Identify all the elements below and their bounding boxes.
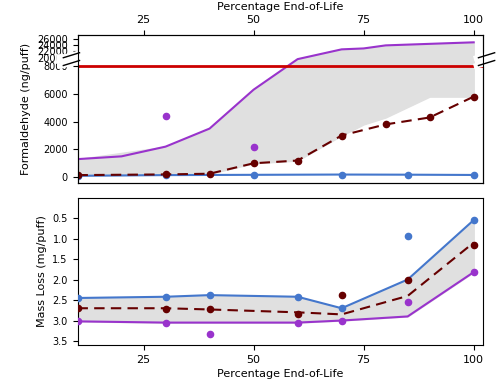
Point [162, 171, 170, 177]
Point [382, 121, 390, 128]
Point [470, 217, 478, 223]
X-axis label: Percentage End-of-Life: Percentage End-of-Life [217, 2, 343, 12]
Point [74, 172, 82, 178]
Point [206, 170, 214, 177]
Point [338, 172, 345, 178]
Point [162, 294, 170, 300]
Y-axis label: Formaldehyde (ng/puff): Formaldehyde (ng/puff) [22, 43, 32, 175]
Point [470, 172, 478, 178]
Point [338, 317, 345, 324]
Point [162, 113, 170, 119]
Point [74, 305, 82, 311]
Point [338, 292, 345, 298]
Point [206, 307, 214, 313]
Point [74, 173, 82, 179]
Point [470, 269, 478, 275]
Point [470, 241, 478, 248]
Point [404, 277, 411, 283]
Point [206, 331, 214, 337]
Point [404, 299, 411, 305]
Point [206, 292, 214, 298]
X-axis label: Percentage End-of-Life: Percentage End-of-Life [217, 369, 343, 379]
Point [294, 319, 302, 326]
Point [162, 319, 170, 326]
Point [74, 318, 82, 324]
Point [404, 172, 411, 178]
Point [404, 233, 411, 239]
Point [250, 172, 258, 178]
Point [162, 307, 170, 313]
Y-axis label: Mass Loss (mg/puff): Mass Loss (mg/puff) [36, 215, 46, 327]
Point [338, 305, 345, 311]
Point [250, 160, 258, 167]
Point [250, 144, 258, 150]
Point [338, 132, 345, 138]
Point [294, 294, 302, 300]
Point [294, 311, 302, 317]
Point [162, 172, 170, 178]
Point [294, 158, 302, 164]
Point [426, 114, 434, 121]
Point [74, 295, 82, 301]
Point [470, 94, 478, 100]
